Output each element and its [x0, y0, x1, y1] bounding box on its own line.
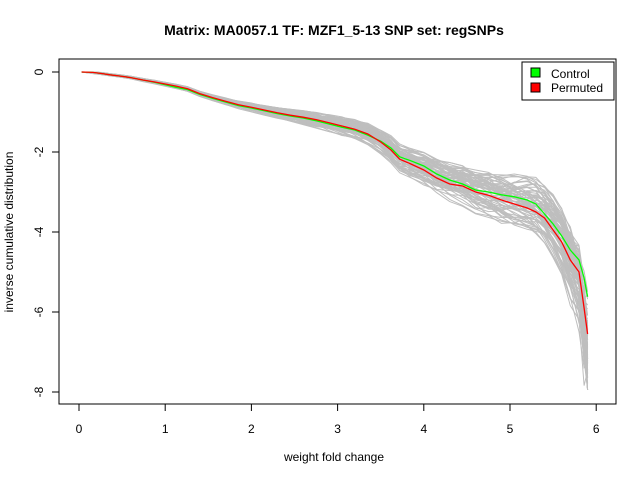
x-tick-label: 3	[334, 422, 341, 436]
legend: Control Permuted	[521, 61, 615, 101]
series-line-permuted	[81, 71, 589, 335]
chart-title: Matrix: MA0057.1 TF: MZF1_5-13 SNP set: …	[164, 22, 504, 38]
y-tick-label: -8	[32, 386, 46, 397]
x-tick-label: 0	[76, 422, 83, 436]
legend-swatch-control	[530, 67, 541, 78]
x-tick-label: 6	[593, 422, 600, 436]
y-tick-label: -2	[32, 146, 46, 157]
legend-label-control: Control	[551, 67, 590, 81]
y-axis-label: inverse cumulative distribution	[2, 152, 16, 313]
y-tick-label: -4	[32, 226, 46, 237]
x-tick-label: 5	[507, 422, 514, 436]
y-tick-label: -6	[32, 306, 46, 317]
x-axis-label: weight fold change	[283, 450, 384, 464]
x-tick-label: 1	[162, 422, 169, 436]
legend-swatch-permuted	[530, 82, 541, 93]
x-axis: 0 1 2 3 4 5 6	[76, 403, 600, 436]
x-tick-label: 2	[248, 422, 255, 436]
series-lines	[81, 71, 589, 335]
y-tick-label: 0	[32, 68, 46, 75]
y-axis: 0 -2 -4 -6 -8	[32, 68, 60, 397]
x-tick-label: 4	[420, 422, 427, 436]
legend-label-permuted: Permuted	[551, 81, 603, 95]
